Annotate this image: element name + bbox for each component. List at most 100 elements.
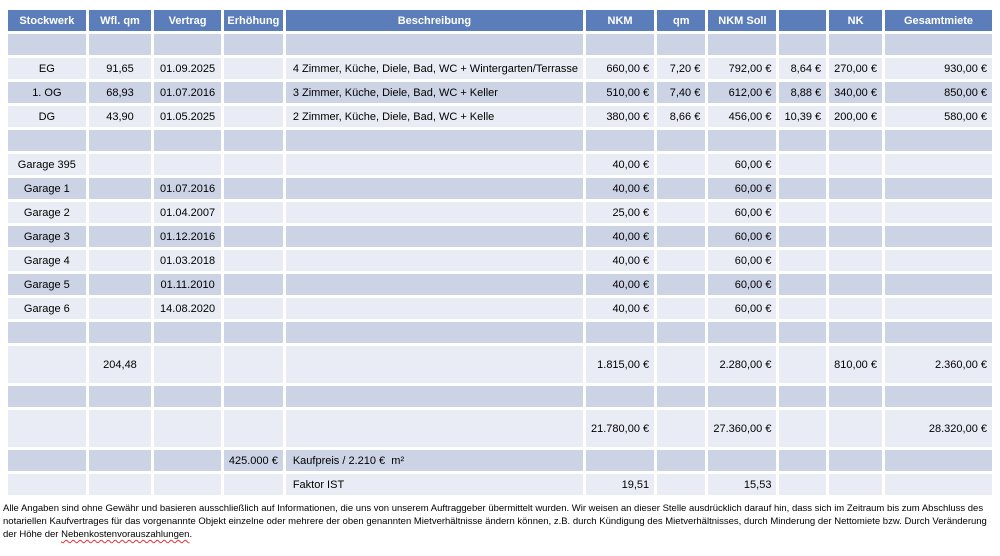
- cell-vertrag: [154, 474, 221, 495]
- cell-vertrag: 01.11.2010: [154, 274, 221, 295]
- cell-stockwerk: [8, 474, 86, 495]
- cell-wfl_qm: [88, 450, 152, 471]
- cell-wfl_qm: [88, 130, 152, 151]
- cell-vertrag: 01.03.2018: [154, 250, 221, 271]
- cell-nkm_soll: 60,00 €: [708, 154, 777, 175]
- cell-gesamtmiete: 930,00 €: [884, 58, 992, 79]
- cell-beschreibung: [285, 274, 584, 295]
- cell-nkm_pro_qm: [779, 226, 827, 247]
- column-header-stockwerk: Stockwerk: [8, 10, 86, 31]
- cell-nkm_pro_qm: [779, 154, 827, 175]
- cell-beschreibung: [285, 410, 584, 447]
- cell-qm: [657, 410, 706, 447]
- cell-erhoehung: [223, 202, 283, 223]
- cell-nkm: [586, 130, 655, 151]
- cell-erhoehung: 425.000 €: [223, 450, 283, 471]
- cell-nkm: 1.815,00 €: [586, 346, 655, 383]
- table-row: Garage 2 01.04.2007 25,00 € 60,00 €: [8, 202, 992, 223]
- cell-nkm_pro_qm: 8,64 €: [779, 58, 827, 79]
- cell-vertrag: [154, 154, 221, 175]
- cell-nk: [829, 322, 882, 343]
- cell-stockwerk: [8, 346, 86, 383]
- cell-gesamtmiete: [884, 298, 992, 319]
- cell-qm: [657, 202, 706, 223]
- table-row: DG 43,90 01.05.2025 2 Zimmer, Küche, Diele,…: [8, 106, 992, 127]
- cell-wfl_qm: [88, 34, 152, 55]
- cell-beschreibung: [285, 202, 584, 223]
- cell-vertrag: 14.08.2020: [154, 298, 221, 319]
- table-row: Garage 1 01.07.2016 40,00 € 60,00 €: [8, 178, 992, 199]
- cell-stockwerk: [8, 450, 86, 471]
- cell-gesamtmiete: [884, 274, 992, 295]
- cell-stockwerk: Garage 5: [8, 274, 86, 295]
- cell-vertrag: 01.07.2016: [154, 82, 221, 103]
- cell-nkm_pro_qm: [779, 450, 827, 471]
- cell-wfl_qm: [88, 474, 152, 495]
- cell-stockwerk: [8, 322, 86, 343]
- column-header-nk: NK: [829, 10, 882, 31]
- cell-qm: 7,20 €: [657, 58, 706, 79]
- cell-gesamtmiete: [884, 474, 992, 495]
- disclaimer-text: Alle Angaben sind ohne Gewähr und basier…: [3, 503, 987, 540]
- cell-nkm: 40,00 €: [586, 274, 655, 295]
- cell-nk: 340,00 €: [829, 82, 882, 103]
- column-header-erhoehung: Erhöhung: [223, 10, 283, 31]
- cell-nkm: [586, 386, 655, 407]
- cell-gesamtmiete: [884, 250, 992, 271]
- cell-nk: [829, 386, 882, 407]
- cell-vertrag: 01.12.2016: [154, 226, 221, 247]
- table-row: 425.000 € Kaufpreis / 2.210 € m²: [8, 450, 992, 471]
- cell-vertrag: 01.04.2007: [154, 202, 221, 223]
- cell-vertrag: 01.05.2025: [154, 106, 221, 127]
- cell-nkm_soll: 60,00 €: [708, 226, 777, 247]
- cell-wfl_qm: [88, 178, 152, 199]
- cell-vertrag: [154, 346, 221, 383]
- cell-beschreibung: [285, 298, 584, 319]
- cell-nk: [829, 154, 882, 175]
- cell-gesamtmiete: [884, 130, 992, 151]
- cell-nk: 810,00 €: [829, 346, 882, 383]
- column-header-vertrag: Vertrag: [154, 10, 221, 31]
- cell-erhoehung: [223, 274, 283, 295]
- cell-wfl_qm: [88, 410, 152, 447]
- cell-nkm_soll: [708, 130, 777, 151]
- cell-wfl_qm: [88, 154, 152, 175]
- cell-nkm_soll: 612,00 €: [708, 82, 777, 103]
- cell-nk: [829, 298, 882, 319]
- cell-qm: [657, 130, 706, 151]
- cell-vertrag: [154, 322, 221, 343]
- cell-wfl_qm: [88, 322, 152, 343]
- cell-vertrag: [154, 34, 221, 55]
- cell-erhoehung: [223, 474, 283, 495]
- table-row: Garage 5 01.11.2010 40,00 € 60,00 €: [8, 274, 992, 295]
- cell-nkm: [586, 34, 655, 55]
- table-row: Garage 6 14.08.2020 40,00 € 60,00 €: [8, 298, 992, 319]
- cell-stockwerk: [8, 386, 86, 407]
- cell-erhoehung: [223, 106, 283, 127]
- cell-nkm_pro_qm: [779, 410, 827, 447]
- cell-beschreibung: [285, 34, 584, 55]
- cell-nkm: 25,00 €: [586, 202, 655, 223]
- column-header-gesamtmiete: Gesamtmiete: [884, 10, 992, 31]
- cell-beschreibung: 3 Zimmer, Küche, Diele, Bad, WC + Keller: [285, 82, 584, 103]
- cell-stockwerk: Garage 4: [8, 250, 86, 271]
- cell-erhoehung: [223, 322, 283, 343]
- cell-gesamtmiete: [884, 34, 992, 55]
- cell-nkm_soll: [708, 322, 777, 343]
- cell-nkm_pro_qm: [779, 386, 827, 407]
- cell-erhoehung: [223, 130, 283, 151]
- cell-nkm_pro_qm: [779, 474, 827, 495]
- cell-beschreibung: Kaufpreis / 2.210 € m²: [285, 450, 584, 471]
- cell-vertrag: [154, 386, 221, 407]
- cell-nkm_soll: 456,00 €: [708, 106, 777, 127]
- disclaimer-paragraph: Alle Angaben sind ohne Gewähr und basier…: [3, 502, 991, 541]
- cell-vertrag: [154, 130, 221, 151]
- table-row: [8, 130, 992, 151]
- cell-nkm_soll: 60,00 €: [708, 178, 777, 199]
- cell-wfl_qm: [88, 298, 152, 319]
- cell-vertrag: 01.09.2025: [154, 58, 221, 79]
- cell-nkm_soll: [708, 34, 777, 55]
- cell-gesamtmiete: 850,00 €: [884, 82, 992, 103]
- cell-beschreibung: [285, 322, 584, 343]
